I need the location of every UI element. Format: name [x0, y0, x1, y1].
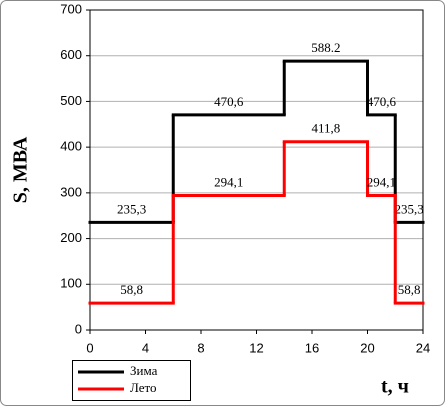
y-axis-label: S, МВА — [10, 136, 32, 203]
y-tick-label: 600 — [60, 47, 82, 62]
y-tick-label: 400 — [60, 139, 82, 154]
y-tick-label: 0 — [75, 321, 82, 336]
x-axis-label: t, ч — [381, 376, 409, 398]
data-label: 58,8 — [120, 282, 143, 297]
data-label: 588.2 — [311, 40, 340, 55]
x-tick-label: 0 — [86, 340, 93, 355]
data-label: 235,3 — [117, 201, 146, 216]
data-label: 294,1 — [214, 175, 243, 190]
data-label: 58,8 — [398, 282, 421, 297]
x-tick-label: 16 — [305, 340, 319, 355]
legend-label: Лето — [130, 380, 157, 395]
data-label: 470,6 — [367, 94, 397, 109]
x-tick-label: 24 — [416, 340, 430, 355]
plot-border — [89, 9, 424, 331]
data-label: 470,6 — [214, 94, 244, 109]
data-label: 294,1 — [367, 175, 396, 190]
x-tick-label: 4 — [142, 340, 149, 355]
y-tick-label: 200 — [60, 230, 82, 245]
y-tick-label: 700 — [60, 1, 82, 16]
x-tick-label: 20 — [360, 340, 374, 355]
x-tick-label: 8 — [197, 340, 204, 355]
y-tick-label: 300 — [60, 184, 82, 199]
y-tick-label: 500 — [60, 93, 82, 108]
data-label: 235,3 — [395, 201, 424, 216]
data-label: 411,8 — [311, 121, 340, 136]
x-tick-label: 12 — [249, 340, 263, 355]
legend-label: Зима — [130, 363, 158, 378]
y-tick-label: 100 — [60, 276, 82, 291]
legend — [72, 360, 191, 401]
